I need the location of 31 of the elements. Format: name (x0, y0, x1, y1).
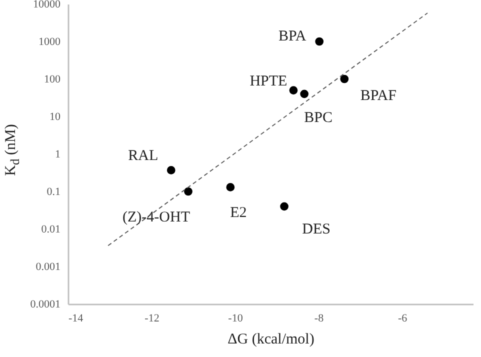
y-tick-label: 0.01 (41, 224, 60, 236)
annotation: RAL (128, 148, 158, 164)
x-tick-label: -14 (68, 312, 84, 324)
y-tick-label: 10 (50, 111, 61, 123)
x-axis-title: ΔG (kcal/mol) (228, 332, 314, 348)
point (226, 183, 235, 192)
point (315, 37, 324, 46)
point (289, 86, 298, 94)
annotation: HPTE (250, 73, 288, 90)
y-tick-label: 0.001 (36, 261, 60, 273)
x-tick-label: -12 (144, 312, 160, 324)
point (280, 202, 288, 211)
point (166, 166, 176, 174)
annotation: (Z)-4-OHT (122, 210, 190, 226)
x-tick-label: -10 (228, 312, 244, 324)
y-tick-label: 0.0001 (30, 298, 60, 310)
y-tick-label: 0.1 (46, 186, 60, 198)
y-tick-label: 10000 (33, 0, 61, 10)
annotation: BPAF (360, 88, 396, 104)
x-tick-label: -6 (398, 312, 408, 324)
y-tick-label: 1 (55, 148, 60, 160)
y-tick-label: 100 (44, 74, 61, 86)
x-tick-label: -8 (314, 312, 324, 324)
point (340, 74, 349, 84)
annotation: E2 (230, 205, 247, 222)
point (184, 187, 192, 196)
point (300, 90, 309, 98)
annotation: DES (302, 221, 330, 238)
annotation: BPA (278, 28, 306, 44)
y-tick-label: 1000 (38, 36, 61, 48)
annotation: BPC (304, 110, 332, 126)
